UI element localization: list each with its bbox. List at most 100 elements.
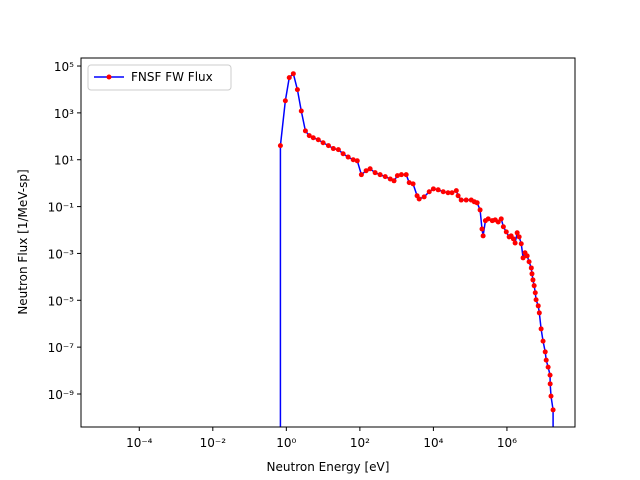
data-point <box>325 143 331 149</box>
axes-frame <box>80 57 576 428</box>
data-point <box>529 271 535 277</box>
data-point <box>445 190 451 196</box>
data-point <box>282 98 288 104</box>
data-point <box>542 349 548 355</box>
data-point <box>516 234 522 240</box>
data-point <box>532 290 538 296</box>
data-point <box>391 178 397 184</box>
data-point <box>294 87 300 93</box>
data-point <box>290 71 296 77</box>
data-point <box>416 196 422 202</box>
data-point <box>538 326 544 332</box>
data-point <box>545 364 551 370</box>
data-point <box>354 158 360 164</box>
data-point <box>320 140 326 146</box>
data-point <box>530 277 536 283</box>
data-point <box>514 230 520 236</box>
data-point <box>367 166 373 172</box>
legend-marker <box>106 74 112 80</box>
data-point <box>363 168 369 174</box>
data-point <box>520 255 526 261</box>
y-tick-label: 10⁵ <box>54 60 74 74</box>
legend: FNSF FW Flux <box>87 64 232 91</box>
y-axis-label: Neutron Flux [1/MeV-sp] <box>16 169 30 314</box>
data-point <box>510 236 516 242</box>
data-point <box>533 297 539 303</box>
data-point <box>500 224 506 230</box>
data-point <box>306 133 312 139</box>
legend-box <box>87 64 232 91</box>
data-point <box>474 200 480 206</box>
data-point <box>277 143 283 149</box>
data-point <box>479 226 485 232</box>
data-point <box>512 240 518 246</box>
x-tick-label: 10² <box>350 436 370 450</box>
data-point <box>403 172 409 178</box>
x-axis-label: Neutron Energy [eV] <box>267 460 390 474</box>
data-point <box>406 180 412 186</box>
data-point <box>485 216 491 222</box>
data-point <box>387 176 393 182</box>
data-point <box>548 393 554 399</box>
data-point <box>345 154 351 160</box>
data-point <box>495 219 501 225</box>
data-point <box>340 151 346 157</box>
data-point <box>455 193 461 199</box>
legend-label: FNSF FW Flux <box>131 70 213 84</box>
data-point <box>377 172 383 178</box>
data-point <box>302 128 308 134</box>
data-point <box>372 170 378 176</box>
y-tick-label: 10⁻⁷ <box>48 341 75 355</box>
x-tick-label: 10⁰ <box>276 436 296 450</box>
data-point <box>480 233 486 239</box>
data-point <box>382 174 388 180</box>
data-point <box>540 338 546 344</box>
data-point <box>358 172 364 178</box>
y-tick-label: 10⁻³ <box>48 247 75 261</box>
data-point <box>421 194 427 200</box>
data-point <box>440 189 446 195</box>
y-tick-label: 10⁻⁵ <box>48 294 75 308</box>
data-point <box>298 108 304 114</box>
data-point <box>531 283 537 289</box>
data-point <box>543 357 549 363</box>
data-point <box>535 303 541 309</box>
x-tick-label: 10⁶ <box>497 436 517 450</box>
data-point <box>335 147 341 153</box>
data-point <box>350 157 356 163</box>
data-point <box>503 229 509 235</box>
y-tick-label: 10¹ <box>54 154 74 168</box>
data-point <box>286 75 292 81</box>
data-point <box>526 259 532 265</box>
data-point <box>458 197 464 203</box>
data-point <box>453 188 459 194</box>
data-point <box>550 407 556 413</box>
data-point <box>498 216 504 222</box>
data-point <box>435 187 441 193</box>
y-tick-label: 10⁻¹ <box>48 201 75 215</box>
data-point <box>463 197 469 203</box>
data-point <box>430 186 436 192</box>
data-point <box>426 189 432 195</box>
series-line <box>279 72 554 427</box>
data-point <box>524 253 530 259</box>
data-point <box>410 181 416 187</box>
data-point <box>394 173 400 179</box>
x-tick-label: 10⁻⁴ <box>126 436 153 450</box>
x-tick-label: 10⁻² <box>200 436 227 450</box>
data-point <box>477 207 483 213</box>
data-point <box>330 146 336 152</box>
data-point <box>547 372 553 378</box>
x-tick-label: 10⁴ <box>423 436 443 450</box>
data-point <box>398 172 404 178</box>
data-point <box>547 381 553 387</box>
data-point <box>536 310 542 316</box>
y-tick-label: 10³ <box>54 107 74 121</box>
data-point <box>449 190 455 196</box>
data-point <box>518 241 524 247</box>
plot-area <box>277 71 556 427</box>
data-point <box>528 265 534 271</box>
y-tick-label: 10⁻⁹ <box>48 388 75 402</box>
data-point <box>315 137 321 143</box>
